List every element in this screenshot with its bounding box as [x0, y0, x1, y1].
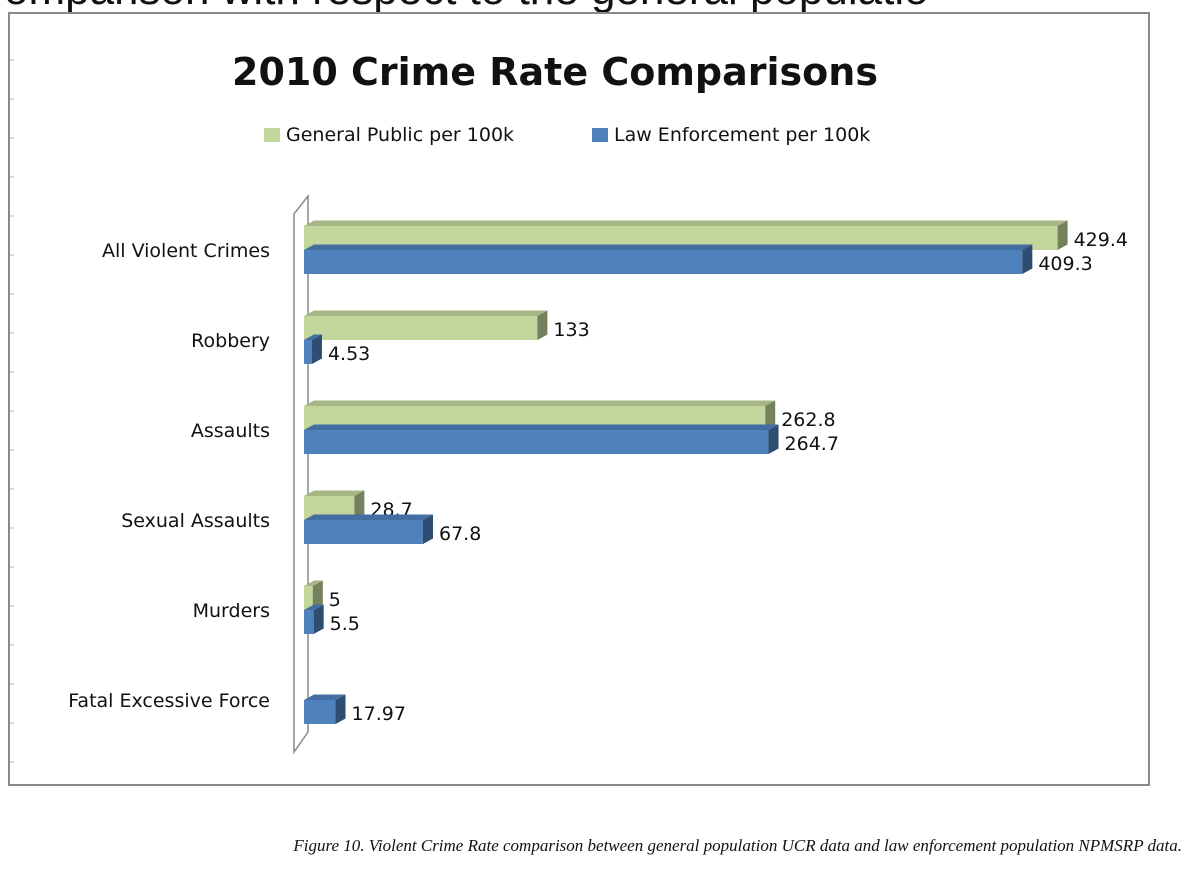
bar [304, 586, 313, 610]
bar-side [1022, 244, 1033, 274]
category-label: Murders [193, 600, 270, 622]
bar-side [768, 424, 779, 454]
legend-item-law-enforcement: Law Enforcement per 100k [592, 124, 870, 146]
bar [304, 700, 336, 724]
bar-side [311, 334, 322, 364]
document-heading-fragment: omparison with respect to the general po… [0, 0, 1188, 14]
bar-top [304, 334, 322, 340]
data-label: 67.8 [439, 523, 481, 545]
category-label: Assaults [191, 420, 270, 442]
category-label: Sexual Assaults [121, 510, 270, 532]
data-label: 409.3 [1038, 253, 1092, 275]
bar-top [304, 220, 1068, 226]
bar-side [312, 580, 323, 610]
legend-item-general-public: General Public per 100k [264, 124, 514, 146]
data-label: 264.7 [785, 433, 839, 455]
bar-top [304, 604, 324, 610]
bar-top [304, 490, 365, 496]
bar-top [304, 400, 776, 406]
bar-top [304, 424, 779, 430]
bar [304, 250, 1023, 274]
bar-top [304, 244, 1033, 250]
axis-side-wall [293, 193, 309, 755]
data-label: 262.8 [781, 409, 835, 431]
data-label: 4.53 [328, 343, 370, 365]
category-label: Robbery [191, 330, 270, 352]
bar-top [304, 694, 346, 700]
data-label: 429.4 [1074, 229, 1128, 251]
bar-top [304, 310, 548, 316]
bar-top [304, 580, 323, 586]
figure-caption: Figure 10. Violent Crime Rate comparison… [293, 836, 1182, 855]
bar-side [354, 490, 365, 520]
data-label: 5 [329, 589, 341, 611]
legend-swatch-law-enforcement [592, 128, 608, 142]
bar-side [765, 400, 776, 430]
bar [304, 610, 314, 634]
bar [304, 316, 538, 340]
legend-label-law-enforcement: Law Enforcement per 100k [614, 124, 871, 146]
bar-side [1057, 220, 1068, 250]
chart-title: 2010 Crime Rate Comparisons [232, 50, 878, 94]
bar-top [304, 514, 433, 520]
category-label: All Violent Crimes [102, 240, 270, 262]
legend-label-general-public: General Public per 100k [286, 124, 515, 146]
bar [304, 520, 423, 544]
legend-swatch-general-public [264, 128, 280, 142]
bar [304, 340, 312, 364]
bar-side [313, 604, 324, 634]
data-label: 5.5 [330, 613, 360, 635]
bar [304, 430, 769, 454]
category-label: Fatal Excessive Force [68, 690, 270, 712]
data-label: 17.97 [352, 703, 406, 725]
bar-side [422, 514, 433, 544]
chart-frame [8, 12, 1150, 786]
data-label: 133 [553, 319, 589, 341]
bar-side [537, 310, 548, 340]
chart-legend: General Public per 100k Law Enforcement … [0, 124, 1188, 154]
bar-side [335, 694, 346, 724]
